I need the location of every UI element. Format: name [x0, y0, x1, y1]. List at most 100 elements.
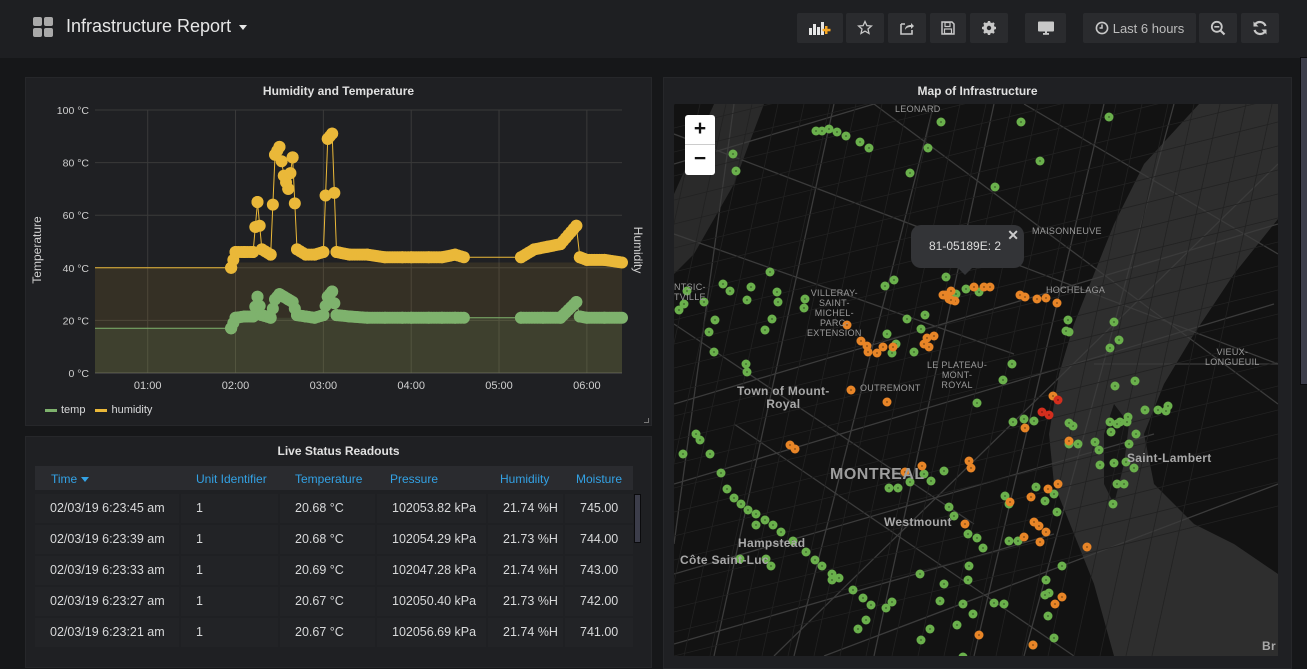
map-marker-ok[interactable]: [834, 573, 844, 583]
map-marker-warn[interactable]: [1053, 479, 1063, 489]
map-marker-ok[interactable]: [772, 287, 782, 297]
map-marker-warn[interactable]: [964, 456, 974, 466]
map-marker-ok[interactable]: [674, 305, 684, 315]
map-marker-ok[interactable]: [760, 325, 770, 335]
map-marker-ok[interactable]: [1130, 376, 1140, 386]
map-marker-ok[interactable]: [1114, 335, 1124, 345]
map-marker-warn[interactable]: [888, 342, 898, 352]
map-marker-ok[interactable]: [709, 347, 719, 357]
map-marker-ok[interactable]: [944, 502, 954, 512]
map-marker-ok[interactable]: [832, 127, 842, 137]
map-marker-warn[interactable]: [1005, 497, 1015, 507]
map-marker-ok[interactable]: [742, 295, 752, 305]
map-marker-ok[interactable]: [939, 466, 949, 476]
map-marker-ok[interactable]: [968, 609, 978, 619]
map-marker-ok[interactable]: [1108, 499, 1118, 509]
map-marker-ok[interactable]: [963, 529, 973, 539]
map-marker-ok[interactable]: [1105, 417, 1115, 427]
map-marker-ok[interactable]: [1019, 414, 1029, 424]
map-marker-warn[interactable]: [960, 519, 970, 529]
map-marker-ok[interactable]: [915, 569, 925, 579]
map-marker-ok[interactable]: [958, 652, 968, 657]
map-marker-ok[interactable]: [731, 166, 741, 176]
map-marker-warn[interactable]: [1020, 292, 1030, 302]
time-picker-button[interactable]: Last 6 hours: [1083, 13, 1196, 43]
map-marker-ok[interactable]: [935, 596, 945, 606]
map-marker-ok[interactable]: [678, 449, 688, 459]
map-marker-ok[interactable]: [1153, 405, 1163, 415]
column-header-unit[interactable]: Unit Identifier: [196, 472, 267, 486]
map-marker-ok[interactable]: [735, 554, 745, 564]
map-marker-ok[interactable]: [941, 272, 951, 282]
map-marker-ok[interactable]: [705, 449, 715, 459]
refresh-button[interactable]: [1241, 13, 1279, 43]
map-marker-ok[interactable]: [1000, 491, 1010, 501]
map-marker-ok[interactable]: [1121, 457, 1131, 467]
map-marker-ok[interactable]: [905, 168, 915, 178]
map-marker-warn[interactable]: [924, 342, 934, 352]
table-row[interactable]: 02/03/19 6:23:33 am 1 20.69 °C 102047.28 kP…: [35, 556, 633, 585]
map-marker-ok[interactable]: [909, 347, 919, 357]
map-marker-ok[interactable]: [729, 493, 739, 503]
map-marker-ok[interactable]: [710, 315, 720, 325]
map-marker-ok[interactable]: [972, 398, 982, 408]
map-marker-warn[interactable]: [846, 385, 856, 395]
map-marker-ok[interactable]: [760, 515, 770, 525]
map-marker-warn[interactable]: [856, 336, 866, 346]
map-marker-warn[interactable]: [1020, 423, 1030, 433]
map-marker-ok[interactable]: [905, 477, 915, 487]
map-marker-ok[interactable]: [682, 286, 692, 296]
map-marker-ok[interactable]: [741, 359, 751, 369]
map-marker-alert[interactable]: [1053, 395, 1063, 405]
map-marker-ok[interactable]: [1007, 359, 1017, 369]
map-marker-warn[interactable]: [938, 290, 948, 300]
map-marker-warn[interactable]: [929, 331, 939, 341]
table-row[interactable]: 02/03/19 6:23:45 am 1 20.68 °C 102053.82 kP…: [35, 494, 633, 523]
map-marker-ok[interactable]: [1131, 429, 1141, 439]
map-marker-ok[interactable]: [695, 435, 705, 445]
share-button[interactable]: [888, 13, 926, 43]
table-row[interactable]: 02/03/19 6:23:27 am 1 20.67 °C 102050.40 kP…: [35, 587, 633, 616]
map-marker-ok[interactable]: [1090, 437, 1100, 447]
map-marker-ok[interactable]: [736, 499, 746, 509]
map-marker-ok[interactable]: [1016, 117, 1026, 127]
map-marker-ok[interactable]: [1040, 496, 1050, 506]
map-marker-ok[interactable]: [1110, 381, 1120, 391]
star-button[interactable]: [846, 13, 884, 43]
dashboard-title[interactable]: Infrastructure Report: [66, 16, 248, 37]
map-marker-warn[interactable]: [900, 467, 910, 477]
map-marker-ok[interactable]: [716, 468, 726, 478]
infrastructure-map[interactable]: LEONARD MAISONNEUVE HOCHELAGA VILLERAY- …: [674, 104, 1278, 656]
map-marker-warn[interactable]: [974, 630, 984, 640]
map-marker-ok[interactable]: [916, 635, 926, 645]
map-marker-ok[interactable]: [887, 597, 897, 607]
map-marker-ok[interactable]: [920, 310, 930, 320]
map-marker-ok[interactable]: [767, 314, 777, 324]
map-marker-ok[interactable]: [743, 505, 753, 515]
map-marker-ok[interactable]: [718, 279, 728, 289]
map-marker-warn[interactable]: [922, 333, 932, 343]
column-header-pressure[interactable]: Pressure: [390, 472, 439, 486]
map-marker-ok[interactable]: [1104, 112, 1114, 122]
map-marker-ok[interactable]: [1061, 326, 1071, 336]
map-marker-ok[interactable]: [926, 476, 936, 486]
map-marker-ok[interactable]: [761, 554, 771, 564]
map-marker-ok[interactable]: [952, 620, 962, 630]
map-marker-ok[interactable]: [848, 585, 858, 595]
map-marker-ok[interactable]: [963, 575, 973, 585]
map-marker-ok[interactable]: [1041, 575, 1051, 585]
map-marker-warn[interactable]: [878, 342, 888, 352]
map-marker-ok[interactable]: [1140, 405, 1150, 415]
map-marker-ok[interactable]: [725, 286, 735, 296]
map-marker-ok[interactable]: [1052, 507, 1062, 517]
map-marker-ok[interactable]: [919, 469, 929, 479]
map-marker-ok[interactable]: [810, 555, 820, 565]
map-marker-ok[interactable]: [864, 143, 874, 153]
map-marker-ok[interactable]: [998, 375, 1008, 385]
map-marker-ok[interactable]: [1094, 445, 1104, 455]
legend-item-humidity[interactable]: humidity: [111, 404, 153, 416]
map-marker-warn[interactable]: [882, 397, 892, 407]
column-header-humidity[interactable]: Humidiity: [500, 472, 550, 486]
map-marker-ok[interactable]: [1109, 458, 1119, 468]
map-marker-ok[interactable]: [1124, 439, 1134, 449]
